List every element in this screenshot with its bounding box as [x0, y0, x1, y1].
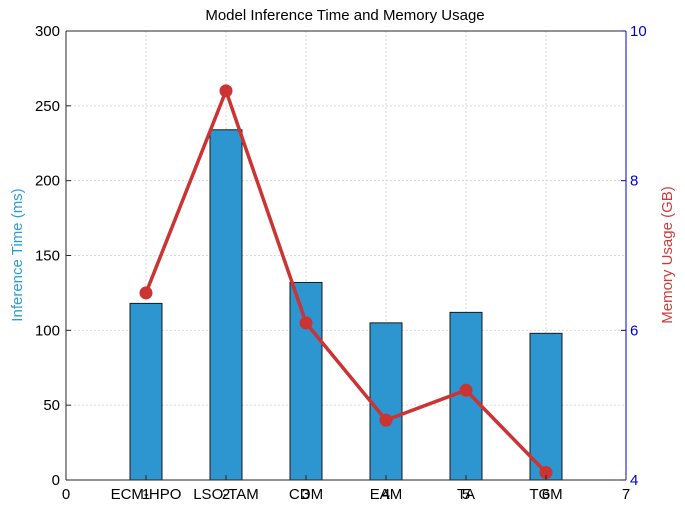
category-label: LSO-TAM	[193, 486, 259, 503]
bar	[209, 129, 243, 481]
y-axis-title-right: Memory Usage (GB)	[659, 186, 676, 324]
left-y-ticks: 0 50 100 150 200 250 300	[35, 23, 71, 489]
right-y-ticks: 4 6 8 10	[621, 23, 647, 489]
category-labels: ECM-HPO LSO-TAM CDM EAM TA TGM	[111, 486, 563, 503]
left-tick-label: 0	[52, 472, 60, 489]
x-tick-label: 5	[462, 486, 470, 503]
chart-title: Model Inference Time and Memory Usage	[205, 7, 484, 24]
category-label: EAM	[370, 486, 403, 503]
left-tick-label: 100	[35, 322, 60, 339]
right-tick-label: 8	[630, 173, 638, 190]
category-label: TA	[457, 486, 475, 503]
right-tick-label: 6	[630, 322, 638, 339]
x-tick-label: 3	[302, 486, 310, 503]
x-tick-label: 7	[622, 486, 630, 503]
right-tick-label: 10	[630, 23, 647, 40]
x-tick-label: 1	[142, 486, 150, 503]
left-tick-label: 150	[35, 248, 60, 265]
bar	[289, 281, 323, 481]
memory-point	[139, 286, 153, 300]
memory-point	[219, 84, 233, 98]
y-axis-title-left: Inference Time (ms)	[9, 188, 26, 321]
left-tick-label: 250	[35, 98, 60, 115]
left-tick-label: 300	[35, 23, 60, 40]
memory-point	[459, 383, 473, 397]
category-label: TGM	[529, 486, 562, 503]
category-label: ECM-HPO	[111, 486, 182, 503]
memory-point	[299, 316, 313, 330]
left-tick-label: 50	[43, 397, 60, 414]
x-tick-label: 0	[62, 486, 70, 503]
x-tick-label: 6	[542, 486, 550, 503]
x-tick-label: 4	[382, 486, 390, 503]
bar	[529, 332, 563, 481]
bar	[129, 302, 163, 481]
left-tick-label: 200	[35, 173, 60, 190]
bar-series	[129, 129, 563, 481]
right-tick-label: 4	[630, 472, 638, 489]
category-label: CDM	[289, 486, 323, 503]
line-series	[139, 84, 553, 480]
x-tick-label: 2	[222, 486, 230, 503]
memory-point	[379, 413, 393, 427]
x-ticks: 0 1 2 3 4 5 6 7	[62, 475, 630, 503]
bar	[369, 322, 403, 481]
memory-line	[144, 89, 548, 474]
